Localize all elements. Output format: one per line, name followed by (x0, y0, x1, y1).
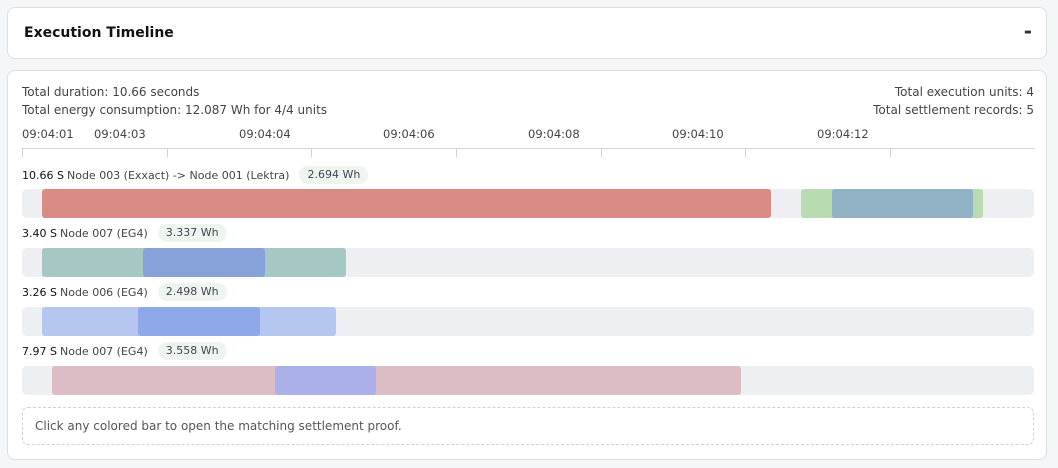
row-label: 3.26 S Node 006 (EG4) 2.498 Wh (22, 283, 227, 301)
timeline-track (22, 248, 1034, 277)
tick-label: 09:04:10 (672, 127, 724, 141)
timeline-panel: Total duration: 10.66 seconds Total ener… (7, 70, 1047, 460)
energy-badge: 3.337 Wh (157, 224, 227, 242)
energy-badge: 3.558 Wh (157, 342, 227, 360)
row-duration: 7.97 S (22, 344, 57, 358)
execution-bar[interactable] (52, 366, 741, 395)
row-label: 7.97 S Node 007 (EG4) 3.558 Wh (22, 342, 227, 360)
section-title: Execution Timeline (24, 25, 174, 41)
tick-label: 09:04:08 (528, 127, 580, 141)
total-duration: Total duration: 10.66 seconds (22, 85, 200, 99)
settlement-bar[interactable] (138, 307, 260, 336)
total-units: Total execution units: 4 (894, 85, 1034, 99)
row-node: Node 006 (EG4) (59, 285, 148, 299)
execution-bar[interactable] (42, 189, 771, 218)
collapse-button[interactable]: - (1023, 19, 1032, 43)
tick-mark (601, 148, 602, 157)
total-energy: Total energy consumption: 12.087 Wh for … (22, 103, 328, 117)
energy-badge: 2.694 Wh (299, 166, 369, 184)
timeline-track (22, 366, 1034, 395)
time-axis: 09:04:01 09:04:03 09:04:04 09:04:06 09:0… (22, 127, 1034, 159)
row-node: Node 003 (Exxact) -> Node 001 (Lektra) (66, 168, 290, 182)
tick-label: 09:04:12 (817, 127, 869, 141)
row-node: Node 007 (EG4) (59, 226, 148, 240)
summary-right: Total execution units: 4 Total settlemen… (873, 83, 1034, 119)
row-node: Node 007 (EG4) (59, 344, 148, 358)
tick-mark (745, 148, 746, 157)
row-duration: 3.26 S (22, 285, 57, 299)
settlement-bar[interactable] (832, 189, 973, 218)
tick-label: 09:04:03 (94, 127, 146, 141)
settlement-bar[interactable] (143, 248, 265, 277)
settlement-bar[interactable] (275, 366, 376, 395)
tick-mark (311, 148, 312, 157)
tick-label: 09:04:06 (383, 127, 435, 141)
row-duration: 10.66 S (22, 168, 64, 182)
tick-mark (167, 148, 168, 157)
timeline-track (22, 307, 1034, 336)
total-records: Total settlement records: 5 (873, 103, 1034, 117)
summary-left: Total duration: 10.66 seconds Total ener… (22, 83, 327, 119)
timeline-header: Execution Timeline - (7, 7, 1047, 59)
tick-mark (22, 148, 23, 157)
row-duration: 3.40 S (22, 226, 57, 240)
tick-label: 09:04:01 (22, 127, 74, 141)
row-label: 3.40 S Node 007 (EG4) 3.337 Wh (22, 224, 227, 242)
energy-badge: 2.498 Wh (157, 283, 227, 301)
timeline-track (22, 189, 1034, 218)
tick-label: 09:04:04 (239, 127, 291, 141)
tick-mark (456, 148, 457, 157)
tick-mark (890, 148, 891, 157)
hint-box: Click any colored bar to open the matchi… (22, 407, 1034, 445)
row-label: 10.66 S Node 003 (Exxact) -> Node 001 (L… (22, 166, 369, 184)
axis-line (22, 148, 1034, 149)
